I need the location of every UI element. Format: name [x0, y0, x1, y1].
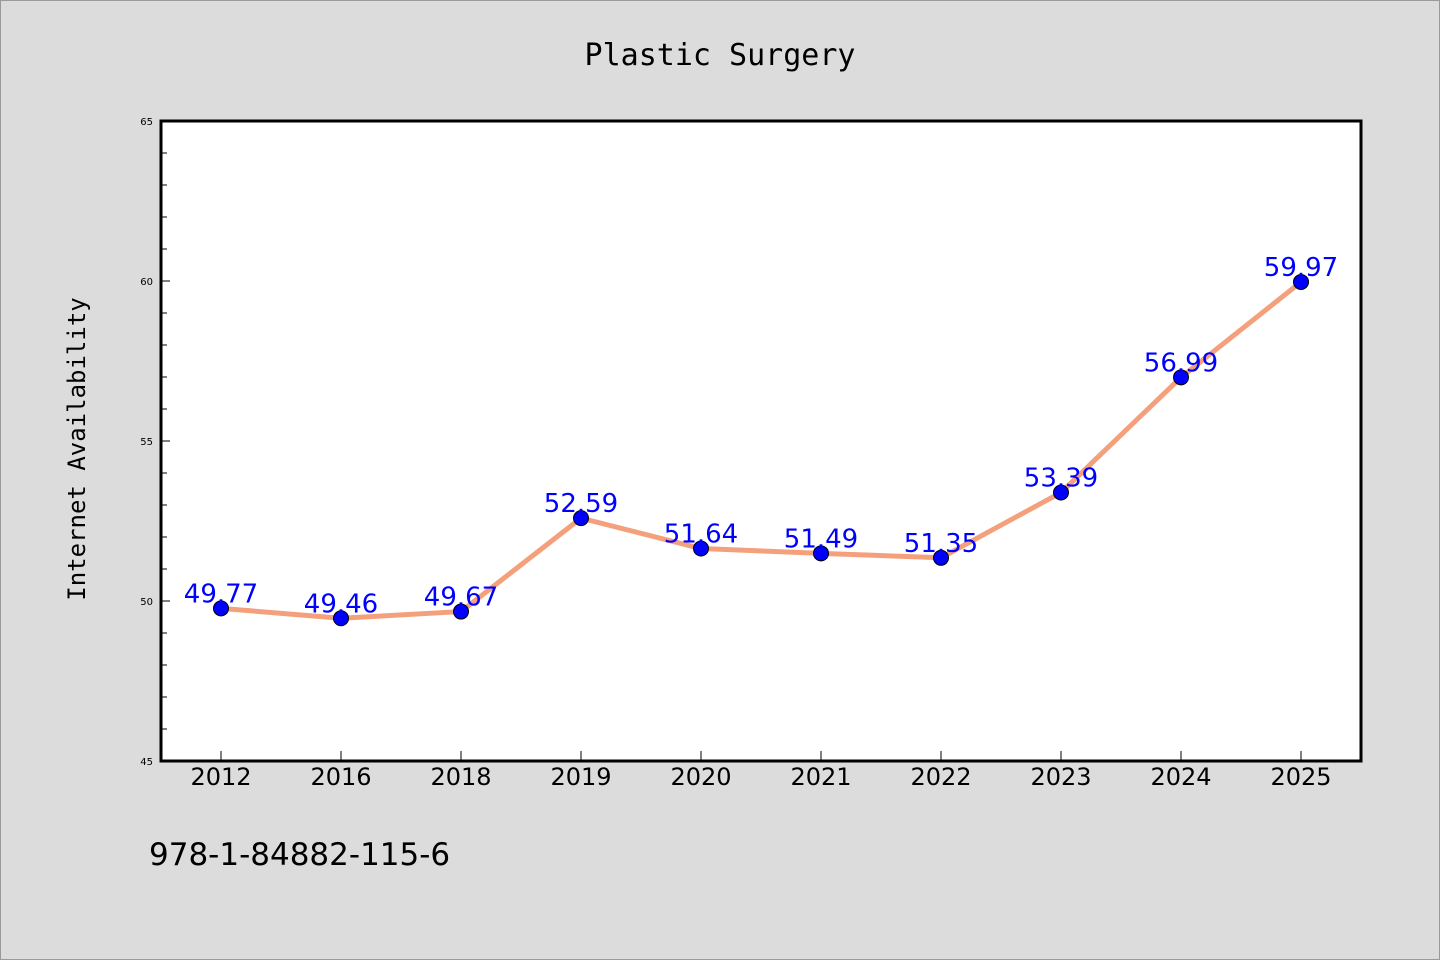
x-tick-label: 2022	[910, 763, 971, 791]
y-tick-label: 45	[140, 757, 153, 768]
chart-title: Plastic Surgery	[585, 38, 856, 73]
data-label: 53.39	[1024, 464, 1098, 494]
series-markers	[213, 273, 1309, 627]
x-tick-label: 2019	[550, 763, 611, 791]
y-tick-label: 60	[140, 277, 153, 288]
data-point	[1173, 369, 1189, 386]
x-tick-label: 2016	[310, 763, 371, 791]
y-tick-label: 50	[140, 597, 153, 608]
y-tick-label: 65	[140, 117, 153, 128]
x-tick-label: 2025	[1270, 763, 1331, 791]
data-label: 51.49	[784, 524, 858, 554]
data-point	[453, 603, 469, 620]
x-axis-ticks: 2012 2016 2018 2019 2020 2021 2022 2023 2024 2025	[190, 751, 1332, 791]
data-point	[1053, 484, 1069, 501]
data-label: 49.46	[304, 589, 378, 619]
data-label: 52.59	[544, 489, 618, 519]
data-label: 51.35	[904, 529, 978, 559]
isbn-text: 978-1-84882-115-6	[149, 837, 450, 873]
x-tick-label: 2024	[1150, 763, 1211, 791]
data-point	[333, 610, 349, 627]
y-axis-ticks: 45 50 55 60 65	[140, 117, 170, 768]
data-labels: 49.77 49.46 49.67 52.59 51.64 51.49 51.35 53.39…	[184, 253, 1338, 619]
data-point	[573, 510, 589, 527]
data-label: 51.64	[664, 520, 738, 550]
data-label: 49.67	[424, 583, 498, 613]
y-tick-label: 55	[140, 437, 153, 448]
x-tick-label: 2012	[190, 763, 251, 791]
data-label: 59.97	[1264, 253, 1338, 283]
x-tick-label: 2021	[790, 763, 851, 791]
x-tick-label: 2020	[670, 763, 731, 791]
x-tick-label: 2018	[430, 763, 491, 791]
data-point	[1293, 273, 1309, 290]
series-line	[218, 279, 1304, 621]
data-point	[213, 600, 229, 617]
x-tick-label: 2023	[1030, 763, 1091, 791]
plot-area	[159, 119, 1363, 763]
y-axis-label: Internet Availability	[63, 297, 91, 600]
data-label: 49.77	[184, 579, 258, 609]
data-point	[933, 549, 949, 566]
data-point	[693, 540, 709, 557]
data-point	[813, 545, 829, 562]
data-label: 56.99	[1144, 348, 1218, 378]
